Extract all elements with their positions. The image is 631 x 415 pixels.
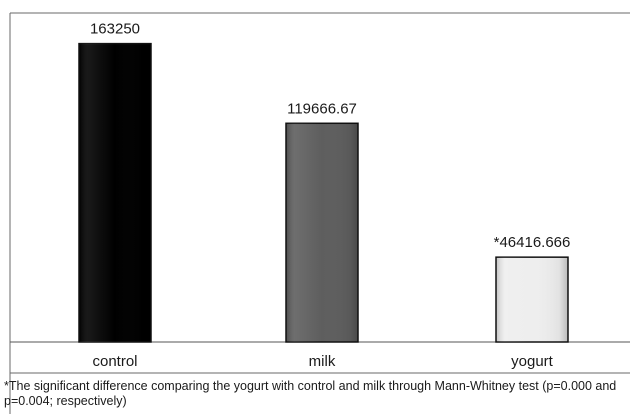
bar-shade-control bbox=[79, 43, 151, 343]
footnote: *The significant difference comparing th… bbox=[4, 379, 617, 408]
bar-group-control bbox=[78, 42, 152, 343]
bar-group-yogurt bbox=[495, 256, 569, 343]
bar-shade-yogurt bbox=[496, 257, 568, 342]
data-label-milk: 119666.67 bbox=[287, 100, 357, 117]
bar-group-milk bbox=[285, 122, 359, 343]
x-tick-label-control: control bbox=[92, 353, 137, 370]
data-label-control: 163250 bbox=[90, 21, 140, 38]
bar-shade-milk bbox=[286, 123, 358, 343]
data-label-yogurt: *46416.666 bbox=[494, 234, 571, 251]
x-tick-label-yogurt: yogurt bbox=[511, 353, 554, 370]
x-tick-label-milk: milk bbox=[309, 353, 336, 370]
